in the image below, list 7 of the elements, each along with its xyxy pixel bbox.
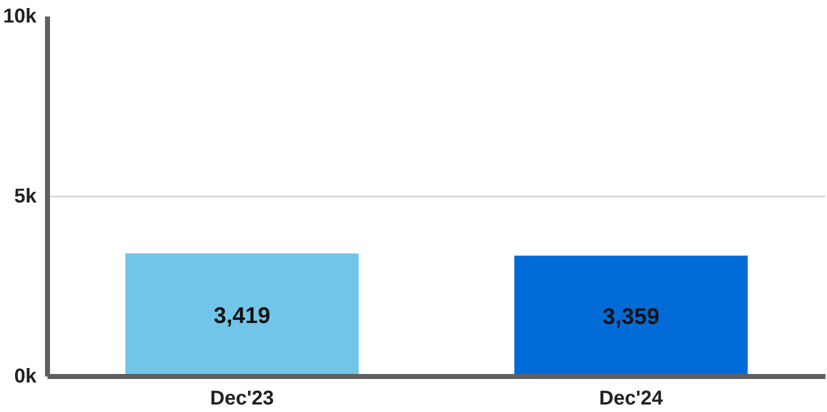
data-label: 3,359	[602, 303, 660, 330]
y-tick-label: 0k	[14, 366, 38, 388]
x-tick-label: Dec'24	[599, 388, 664, 410]
x-tick-label: Dec'23	[210, 388, 274, 410]
y-tick-label: 5k	[14, 186, 38, 208]
data-label: 3,419	[214, 302, 270, 328]
y-tick-label: 10k	[3, 6, 38, 28]
